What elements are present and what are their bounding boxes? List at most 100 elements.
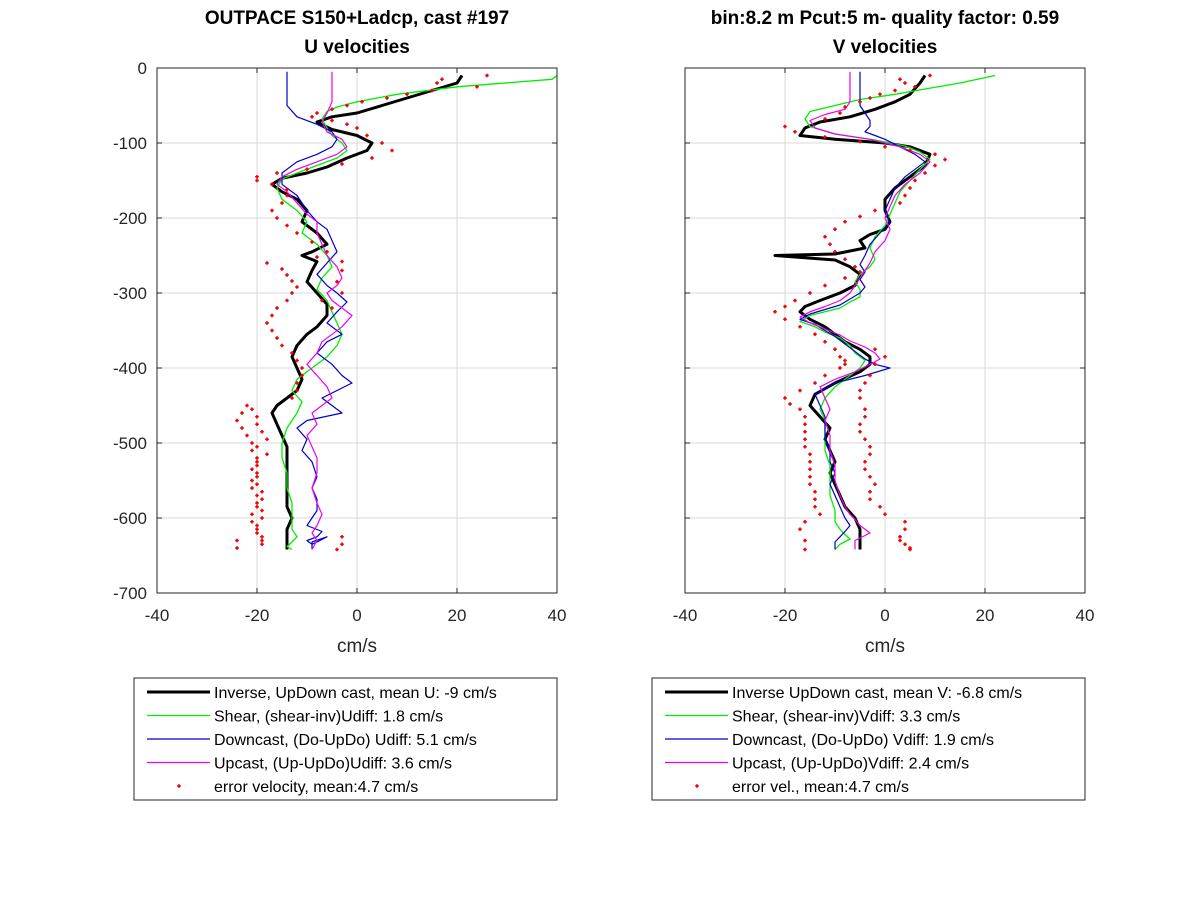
v-error-point <box>823 117 827 121</box>
v-error-point <box>823 283 827 288</box>
v-error-point <box>868 474 872 479</box>
u-error-point <box>330 118 334 123</box>
v-error-point <box>843 358 847 363</box>
v-error-point <box>823 373 827 378</box>
v-error-point <box>858 388 862 393</box>
v-error-point <box>883 354 887 359</box>
u-error-point <box>265 261 269 265</box>
u-error-point <box>430 88 434 93</box>
v-error-point <box>873 347 877 352</box>
u-error-point <box>255 178 259 183</box>
u-error-point <box>295 388 299 393</box>
v-error-point <box>803 547 807 552</box>
u-x-tick-label: 40 <box>548 606 567 625</box>
u-error-point <box>270 313 274 318</box>
v-error-point <box>858 396 862 400</box>
v-error-point <box>858 99 862 104</box>
v-error-point <box>868 489 872 494</box>
u-legend-label: error velocity, mean:4.7 cm/s <box>214 779 418 796</box>
u-error-point <box>285 273 289 277</box>
v-error-point <box>893 88 897 93</box>
u-error-point <box>260 538 264 543</box>
u-x-tick-label: -40 <box>145 606 170 625</box>
v-error-point <box>798 388 802 393</box>
v-error-point <box>803 538 807 543</box>
v-legend-label: Inverse UpDown cast, mean V: -6.8 cm/s <box>732 685 1022 702</box>
u-y-tick-label: -200 <box>113 209 147 228</box>
u-legend-entry: Upcast, (Up-UpDo)Udiff: 3.6 cm/s <box>147 756 452 773</box>
v-legend-label: Upcast, (Up-UpDo)Vdiff: 2.4 cm/s <box>732 756 969 773</box>
u-error-point <box>255 174 259 179</box>
u-error-point <box>325 249 329 254</box>
u-error-point <box>265 452 269 457</box>
u-error-point <box>330 107 334 112</box>
v-error-point <box>838 354 842 359</box>
v-error-point <box>898 538 902 543</box>
u-error-point <box>275 306 279 310</box>
v-error-point <box>828 242 832 247</box>
u-error-point <box>335 279 339 284</box>
v-error-point <box>818 512 822 517</box>
u-error-point <box>255 414 259 419</box>
v-error-point <box>873 208 877 213</box>
u-error-point <box>260 489 264 494</box>
u-panel-title: OUTPACE S150+Ladcp, cast #197 <box>205 8 509 29</box>
v-panel-title: bin:8.2 m Pcut:5 m- quality factor: 0.59 <box>711 8 1059 29</box>
u-error-point <box>290 396 294 400</box>
v-x-tick-label: 40 <box>1076 606 1095 625</box>
v-error-point <box>873 482 877 487</box>
u-error-point <box>255 531 259 535</box>
v-error-point <box>878 92 882 97</box>
v-error-point <box>793 129 797 134</box>
u-error-point <box>365 133 369 138</box>
u-y-tick-label: -700 <box>113 584 147 603</box>
u-error-point <box>270 328 274 333</box>
v-error-point <box>843 276 847 280</box>
u-error-point <box>475 84 479 89</box>
u-series-line-0 <box>270 74 464 550</box>
u-error-point <box>250 407 254 412</box>
u-error-point <box>310 114 314 119</box>
u-error-point <box>435 81 439 85</box>
u-error-point <box>240 426 244 430</box>
u-error-point <box>260 497 264 502</box>
v-velocity-plot: -40 -20 0 20 40 <box>673 67 1095 625</box>
u-error-point <box>255 482 259 487</box>
u-error-point <box>380 141 384 145</box>
u-error-point <box>340 534 344 539</box>
u-error-point <box>260 534 264 539</box>
v-error-point <box>858 270 862 274</box>
u-error-point <box>315 111 319 115</box>
u-error-point <box>275 336 279 340</box>
u-data-layer <box>235 71 557 552</box>
u-error-point <box>440 77 444 82</box>
v-error-point <box>903 527 907 532</box>
v-legend-label: error vel., mean:4.7 cm/s <box>732 779 909 796</box>
u-error-point <box>255 523 259 528</box>
u-error-point <box>255 444 259 449</box>
u-series-line-3 <box>276 71 353 550</box>
v-series-line-2 <box>799 71 926 550</box>
u-error-point <box>330 306 334 310</box>
u-error-point <box>255 474 259 479</box>
u-error-point <box>355 126 359 130</box>
v-error-point <box>898 77 902 82</box>
v-error-point <box>863 467 867 472</box>
u-error-point <box>255 456 259 460</box>
u-error-point <box>300 373 304 378</box>
u-error-point <box>405 92 409 97</box>
u-error-point <box>255 471 259 475</box>
v-error-point <box>863 437 867 442</box>
v-x-axis-label: cm/s <box>865 636 905 657</box>
v-error-point <box>878 504 882 509</box>
v-error-point <box>803 444 807 449</box>
u-series-line-1 <box>276 74 557 551</box>
u-error-point <box>260 429 264 434</box>
u-error-point <box>270 182 274 187</box>
u-y-tick-label: -500 <box>113 434 147 453</box>
u-error-point <box>255 463 259 468</box>
u-y-tick-label: -100 <box>113 134 147 153</box>
u-velocity-plot: -40 -20 0 20 400-100-200-300-400-500-600-700 <box>113 59 566 625</box>
u-legend-label: Inverse, UpDown cast, mean U: -9 cm/s <box>214 685 497 702</box>
v-error-point <box>808 452 812 457</box>
